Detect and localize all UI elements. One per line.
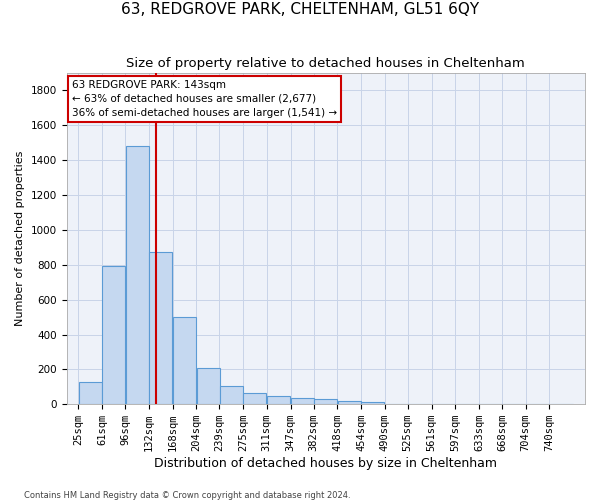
Y-axis label: Number of detached properties: Number of detached properties	[15, 151, 25, 326]
Title: Size of property relative to detached houses in Cheltenham: Size of property relative to detached ho…	[127, 58, 525, 70]
Bar	[125, 146, 149, 404]
Bar	[338, 400, 361, 404]
Bar	[220, 386, 243, 404]
Text: 63 REDGROVE PARK: 143sqm
← 63% of detached houses are smaller (2,677)
36% of sem: 63 REDGROVE PARK: 143sqm ← 63% of detach…	[72, 80, 337, 118]
Bar	[197, 368, 220, 404]
Bar	[244, 393, 266, 404]
Bar	[361, 402, 385, 404]
Bar	[314, 399, 337, 404]
Bar	[267, 396, 290, 404]
Bar	[149, 252, 172, 404]
Bar	[103, 266, 125, 404]
Bar	[291, 398, 314, 404]
X-axis label: Distribution of detached houses by size in Cheltenham: Distribution of detached houses by size …	[154, 457, 497, 470]
Bar	[173, 317, 196, 404]
Text: Contains HM Land Registry data © Crown copyright and database right 2024.: Contains HM Land Registry data © Crown c…	[24, 490, 350, 500]
Bar	[79, 382, 102, 404]
Text: 63, REDGROVE PARK, CHELTENHAM, GL51 6QY: 63, REDGROVE PARK, CHELTENHAM, GL51 6QY	[121, 2, 479, 18]
